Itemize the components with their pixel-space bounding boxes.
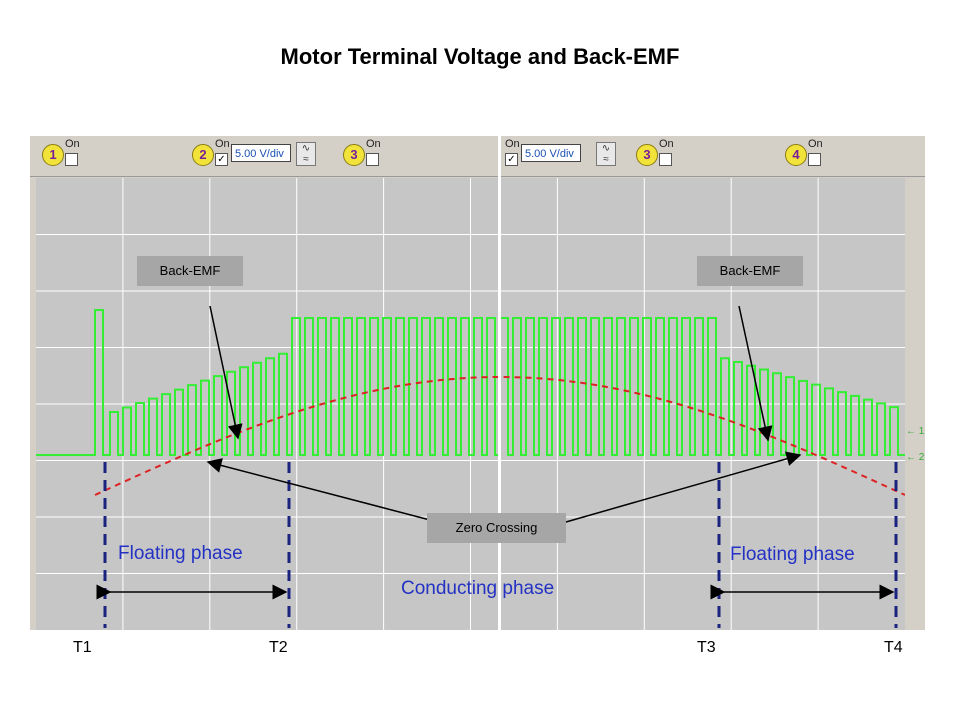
channel-2b-coupling-icon[interactable]: ∿ ≈	[596, 142, 616, 166]
zero-crossing-callout: Zero Crossing	[427, 513, 566, 543]
floating-phase-left-label: Floating phase	[118, 543, 243, 564]
channel-2b-scale-field[interactable]: 5.00 V/div	[521, 144, 581, 162]
zero-crossing-pointer-left	[206, 458, 431, 521]
panel-divider	[498, 136, 501, 630]
channel-4-checkbox[interactable]	[808, 153, 821, 166]
channel-3b-indicator[interactable]: 3	[636, 144, 658, 166]
channel-2-scale-field[interactable]: 5.00 V/div	[231, 144, 291, 162]
channel-1-checkbox[interactable]	[65, 153, 78, 166]
channel-2-indicator[interactable]: 2	[192, 144, 214, 166]
channel-3b-checkbox[interactable]	[659, 153, 672, 166]
phase-voltage-trace	[36, 309, 905, 456]
slide-title: Motor Terminal Voltage and Back-EMF	[280, 44, 680, 69]
time-marker-t1: T1	[73, 639, 92, 656]
back-emf-pointer-left	[209, 305, 243, 440]
channel-2b-checkbox[interactable]: ✓	[505, 153, 518, 166]
channel-2-checkbox[interactable]: ✓	[215, 153, 228, 166]
back-emf-pointer-right	[738, 305, 773, 442]
scope-toolbar: 1 On 2 On ✓ 5.00 V/div ∿ ≈ 3 On On ✓ 5.00…	[30, 136, 925, 177]
channel-2-ref-marker: ← 2	[906, 452, 925, 463]
channel-3-indicator[interactable]: 3	[343, 144, 365, 166]
channel-3-checkbox[interactable]	[366, 153, 379, 166]
channel-2b-on-label: On	[505, 138, 520, 150]
back-emf-callout-right: Back-EMF	[697, 256, 803, 286]
channel-1-ref-marker: ← 1	[906, 426, 925, 437]
time-marker-t3: T3	[697, 639, 716, 656]
time-marker-t4: T4	[884, 639, 903, 656]
channel-2-coupling-icon[interactable]: ∿ ≈	[296, 142, 316, 166]
channel-3b-on-label: On	[659, 138, 674, 150]
conducting-phase-label: Conducting phase	[401, 578, 555, 599]
time-marker-t2: T2	[269, 639, 288, 656]
channel-1-indicator[interactable]: 1	[42, 144, 64, 166]
channel-2-on-label: On	[215, 138, 230, 150]
floating-phase-right-label: Floating phase	[730, 544, 855, 565]
back-emf-callout-left: Back-EMF	[137, 256, 243, 286]
zero-crossing-pointer-right	[565, 451, 802, 523]
channel-4-indicator[interactable]: 4	[785, 144, 807, 166]
channel-3-on-label: On	[366, 138, 381, 150]
channel-1-on-label: On	[65, 138, 80, 150]
channel-4-on-label: On	[808, 138, 823, 150]
